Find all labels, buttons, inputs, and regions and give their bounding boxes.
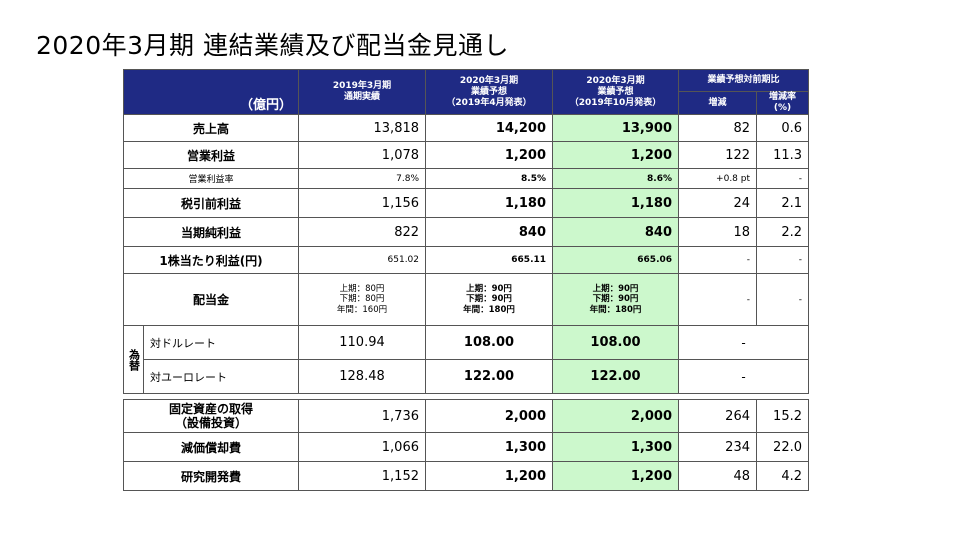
unit-label: （億円）: [122, 69, 300, 115]
fx-row: 為替 対ドルレート 110.94 108.00 108.00 -: [123, 325, 810, 394]
dividend-forecast-oct: 上期：90円 下期：90円 年間：180円: [552, 273, 680, 326]
cell-forecast-oct: 1,300: [552, 432, 679, 462]
table-row: 営業利益 1,078 1,200 1,200 122 11.3: [122, 141, 810, 169]
header-fy2019-actual: 2019年3月期 通期実績: [298, 69, 427, 115]
cell-change-rate: -: [756, 168, 810, 189]
table-row: 売上高 13,818 14,200 13,900 82 0.6: [122, 114, 810, 142]
cell-forecast-apr: 840: [425, 217, 554, 247]
cell-forecast-apr: 1,300: [425, 432, 553, 462]
cell-change: 122: [678, 141, 758, 169]
cell-change-rate: 0.6: [756, 114, 810, 142]
cell-forecast-apr: 108.00: [425, 325, 554, 360]
cell-change: 48: [678, 461, 757, 491]
cell-forecast-oct: 108.00: [552, 325, 680, 360]
cell-change: -: [678, 325, 810, 360]
cell-forecast-oct: 2,000: [552, 399, 679, 433]
cell-change-rate: -: [756, 273, 810, 326]
cell-actual: 7.8%: [298, 168, 427, 189]
row-label: 1株当たり利益(円): [122, 246, 300, 274]
cell-forecast-apr: 8.5%: [425, 168, 554, 189]
cell-actual: 822: [298, 217, 427, 247]
row-label: 対ドルレート: [142, 325, 300, 360]
fx-row: 対ユーロレート 128.48 122.00 122.00 -: [124, 359, 810, 394]
cell-forecast-oct: 1,200: [552, 461, 679, 491]
dividend-forecast-apr: 上期：90円 下期：90円 年間：180円: [425, 273, 554, 326]
header-forecast-oct: 2020年3月期 業績予想 （2019年10月発表）: [552, 69, 680, 115]
table-row: 1株当たり利益(円) 651.02 665.11 665.06 - -: [122, 246, 810, 274]
cell-change: -: [678, 246, 758, 274]
dividend-actual: 上期：80円 下期：80円 年間：160円: [298, 273, 427, 326]
page-title: 2020年3月期 連結業績及び配当金見通し: [36, 31, 509, 60]
table-row: 固定資産の取得 （設備投資） 1,736 2,000 2,000 264 15.…: [123, 399, 809, 433]
cell-actual: 13,818: [298, 114, 427, 142]
forecast-table: （億円） 2019年3月期 通期実績 2020年3月期 業績予想 （2019年4…: [122, 69, 810, 394]
table-row: 当期純利益 822 840 840 18 2.2: [122, 217, 810, 247]
cell-change-rate: 2.2: [756, 217, 810, 247]
cell-forecast-apr: 665.11: [425, 246, 554, 274]
cell-actual: 651.02: [298, 246, 427, 274]
cell-change: -: [678, 273, 758, 326]
capex-table: 固定資産の取得 （設備投資） 1,736 2,000 2,000 264 15.…: [123, 399, 809, 491]
cell-forecast-apr: 1,200: [425, 141, 554, 169]
row-label: 研究開発費: [123, 461, 299, 491]
table-row: 研究開発費 1,152 1,200 1,200 48 4.2: [123, 461, 809, 491]
cell-actual: 1,078: [298, 141, 427, 169]
cell-forecast-oct: 122.00: [552, 359, 680, 394]
table-row: 税引前利益 1,156 1,180 1,180 24 2.1: [122, 188, 810, 218]
cell-forecast-oct: 1,180: [552, 188, 680, 218]
fx-side-label: 為替: [123, 325, 144, 394]
row-label: 配当金: [122, 273, 300, 326]
cell-change-rate: -: [756, 246, 810, 274]
row-label: 売上高: [122, 114, 300, 142]
cell-change: -: [678, 359, 810, 394]
header-change-rate: 増減率(%): [756, 91, 810, 115]
cell-change: +0.8 pt: [678, 168, 758, 189]
cell-forecast-apr: 14,200: [425, 114, 554, 142]
dividend-row: 配当金 上期：80円 下期：80円 年間：160円 上期：90円 下期：90円 …: [122, 273, 810, 326]
cell-change-rate: 22.0: [756, 432, 809, 462]
cell-change: 82: [678, 114, 758, 142]
cell-actual: 1,736: [298, 399, 426, 433]
row-label: 営業利益率: [122, 168, 300, 189]
table-row: 営業利益率 7.8% 8.5% 8.6% +0.8 pt -: [122, 168, 810, 189]
header-comparison-group: 業績予想対前期比: [678, 69, 810, 92]
cell-actual: 110.94: [298, 325, 427, 360]
cell-change-rate: 15.2: [756, 399, 809, 433]
cell-change: 24: [678, 188, 758, 218]
cell-actual: 1,066: [298, 432, 426, 462]
cell-forecast-oct: 665.06: [552, 246, 680, 274]
cell-forecast-apr: 2,000: [425, 399, 553, 433]
cell-actual: 1,152: [298, 461, 426, 491]
cell-forecast-oct: 840: [552, 217, 680, 247]
table-row: 減価償却費 1,066 1,300 1,300 234 22.0: [123, 432, 809, 462]
row-label: 減価償却費: [123, 432, 299, 462]
cell-actual: 128.48: [298, 359, 427, 394]
cell-change-rate: 2.1: [756, 188, 810, 218]
cell-change: 234: [678, 432, 757, 462]
cell-forecast-apr: 1,180: [425, 188, 554, 218]
cell-forecast-oct: 13,900: [552, 114, 680, 142]
cell-forecast-apr: 1,200: [425, 461, 553, 491]
header-forecast-apr: 2020年3月期 業績予想 （2019年4月発表）: [425, 69, 554, 115]
header-change: 増減: [678, 91, 758, 115]
cell-change: 18: [678, 217, 758, 247]
cell-change-rate: 11.3: [756, 141, 810, 169]
row-label: 固定資産の取得 （設備投資）: [123, 399, 299, 433]
row-label: 当期純利益: [122, 217, 300, 247]
row-label: 営業利益: [122, 141, 300, 169]
cell-actual: 1,156: [298, 188, 427, 218]
cell-forecast-oct: 8.6%: [552, 168, 680, 189]
cell-forecast-apr: 122.00: [425, 359, 554, 394]
row-label: 対ユーロレート: [142, 359, 300, 394]
cell-forecast-oct: 1,200: [552, 141, 680, 169]
cell-change-rate: 4.2: [756, 461, 809, 491]
cell-change: 264: [678, 399, 757, 433]
row-label: 税引前利益: [122, 188, 300, 218]
